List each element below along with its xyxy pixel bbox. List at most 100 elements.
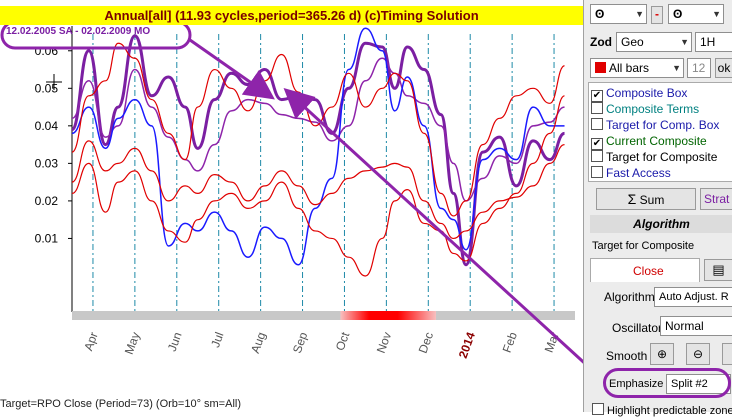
smooth-label: Smooth bbox=[606, 349, 648, 363]
color-swatch-icon bbox=[595, 62, 606, 73]
y-tick-label: 0.05 bbox=[35, 81, 59, 95]
highlight-label: Highlight predictable zones bbox=[607, 405, 732, 417]
checkbox[interactable]: ✔ bbox=[591, 138, 603, 150]
bars-select[interactable]: All bars ▼ bbox=[590, 58, 684, 78]
extra-button[interactable] bbox=[722, 343, 732, 365]
x-tick-label: Oct bbox=[333, 330, 353, 353]
option-target-for-composite[interactable]: Target for Composite bbox=[591, 149, 717, 165]
series-red-1 bbox=[71, 42, 565, 217]
timeframe-select[interactable]: 1H bbox=[695, 32, 732, 52]
x-tick-label: Feb bbox=[500, 330, 520, 355]
option-label: Current Composite bbox=[606, 134, 707, 148]
ok-button[interactable]: ok bbox=[715, 58, 732, 78]
time-band bbox=[72, 311, 575, 320]
chart-canvas[interactable]: 0.06 0.05 0.04 0.03 0.02 0.01 Apr May Jun Jul Aug… bbox=[0, 0, 583, 412]
chevron-down-icon: ▼ bbox=[712, 9, 721, 19]
option-list: ✔ Composite Box Composite Terms Target for … bbox=[588, 82, 732, 182]
option-target-for-comp-box[interactable]: Target for Comp. Box bbox=[591, 117, 719, 133]
chart-panel: 0.06 0.05 0.04 0.03 0.02 0.01 Apr May Jun Jul Aug… bbox=[0, 0, 583, 412]
checkbox[interactable]: ✔ bbox=[591, 90, 603, 102]
x-tick-label: 2014 bbox=[456, 330, 478, 360]
date-range-label: 12.02.2005 SA - 02.02.2009 MO bbox=[6, 26, 151, 37]
planet-combo-1[interactable]: ʘ ▼ bbox=[590, 4, 647, 24]
emphasize-label: Emphasize bbox=[609, 378, 664, 390]
x-tick-label: Jun bbox=[165, 330, 185, 353]
minus-button[interactable]: - bbox=[651, 6, 663, 24]
browse-button[interactable]: ▤ bbox=[704, 259, 732, 281]
algorithm-select[interactable]: Auto Adjust. R bbox=[654, 287, 732, 307]
option-fast-access[interactable]: Fast Access bbox=[591, 165, 671, 181]
option-composite-box[interactable]: ✔ Composite Box bbox=[591, 85, 688, 102]
zodiac-value: Geo bbox=[621, 35, 644, 49]
planet-symbol: ʘ bbox=[673, 7, 683, 21]
checkbox[interactable] bbox=[591, 150, 603, 162]
zodiac-select[interactable]: Geo ▼ bbox=[616, 32, 692, 52]
option-label: Target for Composite bbox=[606, 150, 718, 164]
zoom-in-button[interactable]: ⊕ bbox=[650, 343, 674, 365]
algorithm-section-header: Algorithm bbox=[590, 215, 732, 233]
callout-arrow bbox=[283, 87, 583, 364]
x-tick-label: Nov bbox=[374, 330, 394, 355]
checkbox[interactable] bbox=[591, 102, 603, 114]
x-axis: Apr May Jun Jul Aug Sep Oct Nov Dec 2014 Feb Mar bbox=[72, 311, 575, 360]
highlight-zone bbox=[340, 311, 437, 320]
zoom-in-icon: ⊕ bbox=[656, 347, 668, 361]
series-thick-purple bbox=[70, 34, 566, 267]
x-tick-label: Apr bbox=[81, 330, 101, 352]
series-red-2 bbox=[71, 140, 565, 240]
emphasize-callout-ellipse bbox=[603, 368, 731, 398]
series-blue bbox=[71, 27, 565, 266]
sum-button[interactable]: Σ Sum bbox=[596, 188, 696, 210]
timeframe-value: 1H bbox=[700, 35, 716, 49]
option-label: Composite Terms bbox=[606, 102, 700, 116]
y-axis: 0.06 0.05 0.04 0.03 0.02 0.01 bbox=[35, 44, 72, 245]
algorithm-label: Algorithm bbox=[604, 290, 655, 304]
planet-combo-2[interactable]: ʘ ▼ bbox=[668, 4, 724, 24]
tab-close-label: Close bbox=[633, 264, 664, 278]
callout-arrow bbox=[189, 38, 275, 100]
option-current-composite[interactable]: ✔ Current Composite bbox=[591, 133, 707, 150]
checkbox[interactable] bbox=[591, 166, 603, 178]
chevron-down-icon: ▼ bbox=[635, 9, 644, 19]
x-tick-label: Jul bbox=[208, 330, 226, 349]
series-thin-purple bbox=[71, 57, 565, 202]
y-tick-label: 0.01 bbox=[35, 231, 59, 245]
chevron-down-icon: ▼ bbox=[672, 63, 681, 73]
x-tick-label: Dec bbox=[416, 330, 436, 355]
oscillator-select[interactable]: Normal bbox=[660, 316, 732, 336]
strategy-button[interactable]: Strat bbox=[700, 188, 732, 210]
y-tick-label: 0.02 bbox=[35, 194, 59, 208]
x-tick-label: May bbox=[122, 330, 143, 356]
checkbox[interactable] bbox=[591, 118, 603, 130]
zoom-out-icon: ⊖ bbox=[692, 347, 704, 361]
x-tick-label: Sep bbox=[290, 330, 311, 355]
target-label: Target for Composite bbox=[592, 240, 695, 252]
chart-title: Annual[all] (11.93 cycles,period=365.26 … bbox=[0, 6, 583, 25]
chevron-down-icon: ▼ bbox=[680, 37, 689, 47]
option-label: Composite Box bbox=[606, 86, 688, 100]
status-bar: Target=RPO Close (Period=73) (Orb=10° sm… bbox=[0, 398, 241, 410]
sigma-icon: Σ bbox=[627, 191, 637, 207]
x-tick-label: Aug bbox=[248, 330, 268, 355]
folder-icon: ▤ bbox=[712, 262, 725, 277]
series-layer bbox=[70, 27, 566, 277]
option-label: Target for Comp. Box bbox=[606, 118, 720, 132]
option-label: Fast Access bbox=[606, 166, 671, 180]
y-tick-label: 0.04 bbox=[35, 119, 59, 133]
y-tick-label: 0.03 bbox=[35, 156, 59, 170]
y-tick-label: 0.06 bbox=[35, 44, 59, 58]
sum-label: Sum bbox=[639, 193, 665, 207]
control-panel: ʘ ▼ - ʘ ▼ Zod Geo ▼ 1H All bars ▼ 12 ok … bbox=[583, 0, 732, 417]
highlight-checkbox-row[interactable]: Highlight predictable zones bbox=[592, 403, 732, 417]
oscillator-label: Oscillator bbox=[612, 321, 663, 335]
zoom-out-button[interactable]: ⊖ bbox=[686, 343, 710, 365]
bars-value: All bars bbox=[609, 61, 650, 75]
tab-close[interactable]: Close bbox=[590, 258, 700, 282]
zod-label: Zod bbox=[590, 35, 612, 49]
option-composite-terms[interactable]: Composite Terms bbox=[591, 101, 699, 117]
emphasize-select[interactable]: Split #2 bbox=[666, 374, 731, 394]
series-red-3 bbox=[71, 95, 565, 277]
planet-symbol: ʘ bbox=[595, 7, 605, 21]
highlight-checkbox[interactable] bbox=[592, 403, 604, 415]
bars-count-input[interactable]: 12 bbox=[687, 58, 711, 78]
